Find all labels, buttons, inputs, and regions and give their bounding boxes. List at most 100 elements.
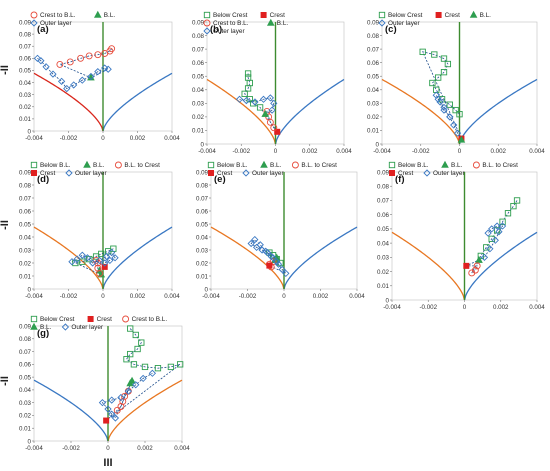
panel-label: (g) bbox=[37, 328, 49, 339]
legend-marker bbox=[30, 322, 38, 330]
legend-marker bbox=[87, 316, 94, 322]
panel-5: 0 0.01 0.02 0.03 0.04 0.05 0.06 0.07 0.08 0.09 -0.… bbox=[196, 160, 365, 300]
legend-label: Crest bbox=[97, 316, 112, 323]
legend-label: B.L. bbox=[277, 20, 289, 27]
y-tick-label: 0.01 bbox=[367, 128, 380, 135]
left-boundary-curve bbox=[391, 231, 466, 301]
panel-label: (a) bbox=[37, 24, 49, 35]
legend-label: B.L. to Crest bbox=[482, 162, 518, 169]
legend-marker bbox=[30, 19, 38, 27]
data-point bbox=[246, 79, 253, 87]
legend-label: Crest to B.L. bbox=[213, 20, 249, 27]
data-point bbox=[244, 85, 252, 92]
data-point bbox=[269, 254, 277, 262]
data-point bbox=[102, 252, 111, 261]
y-tick-label: 0.06 bbox=[196, 208, 209, 215]
legend-item: Outer layer bbox=[242, 169, 284, 177]
y-tick-label: 0.07 bbox=[192, 46, 205, 53]
y-tick-label: 0 bbox=[28, 128, 32, 135]
legend-marker bbox=[208, 170, 214, 176]
legend-item: Outer layer bbox=[203, 27, 245, 35]
data-point bbox=[262, 247, 270, 255]
y-tick-label: 0.08 bbox=[19, 336, 32, 343]
legend-marker bbox=[203, 19, 211, 27]
data-point bbox=[450, 121, 458, 129]
legend-label: Below Crest bbox=[40, 316, 75, 323]
legend-item: Below B.L. bbox=[207, 161, 248, 169]
data-point bbox=[49, 70, 57, 78]
y-tick-label: 0.05 bbox=[196, 221, 209, 228]
trajectory-line bbox=[466, 200, 518, 274]
data-point bbox=[111, 414, 120, 422]
data-point bbox=[488, 235, 495, 242]
data-point bbox=[258, 246, 266, 254]
data-point bbox=[77, 54, 85, 62]
legend-item: Crest bbox=[87, 316, 112, 323]
data-point bbox=[504, 210, 512, 217]
x-tick-label: 0.004 bbox=[164, 293, 180, 300]
y-tick-label: 0.09 bbox=[367, 19, 380, 26]
x-tick-label: -0.004 bbox=[25, 445, 43, 452]
legend-label: Crest to B.L. bbox=[132, 316, 168, 323]
legend-item: Outer layer bbox=[30, 19, 72, 27]
y-tick-label: 0.06 bbox=[19, 208, 32, 215]
data-point bbox=[261, 109, 270, 117]
figure-ylabel-top: -II bbox=[0, 65, 11, 75]
x-tick-label: 0.004 bbox=[349, 293, 365, 300]
x-tick-label: -0.002 bbox=[60, 293, 78, 300]
y-tick-label: 0.03 bbox=[19, 92, 32, 99]
legend-item: Crest to B.L. bbox=[122, 315, 168, 323]
y-tick-label: 0.05 bbox=[19, 221, 32, 228]
data-point bbox=[446, 113, 454, 121]
y-tick-label: 0.01 bbox=[377, 283, 390, 290]
y-tick-label: 0.07 bbox=[196, 195, 209, 202]
data-point bbox=[107, 248, 116, 257]
figure-xlabel: III bbox=[103, 457, 112, 469]
trajectory-line bbox=[421, 51, 462, 142]
y-tick-label: 0.06 bbox=[367, 60, 380, 67]
y-tick-label: 0.06 bbox=[377, 212, 390, 219]
y-tick-label: 0.05 bbox=[367, 74, 380, 81]
right-boundary-curve bbox=[283, 226, 358, 290]
y-tick-label: 0.06 bbox=[192, 60, 205, 67]
figure-ylabel-bottom: -II bbox=[0, 376, 11, 386]
legend-marker bbox=[122, 315, 130, 323]
data-point bbox=[101, 64, 109, 72]
right-boundary-curve bbox=[107, 379, 183, 442]
y-tick-label: 0.08 bbox=[377, 184, 390, 191]
panel-6: 0 0.01 0.02 0.03 0.04 0.05 0.06 0.07 0.08 0.09 -0.… bbox=[377, 160, 545, 311]
y-tick-label: 0.05 bbox=[19, 374, 32, 381]
right-boundary-curve bbox=[463, 231, 538, 301]
data-point bbox=[251, 98, 259, 106]
data-point bbox=[127, 350, 134, 358]
right-boundary-curve bbox=[102, 72, 173, 132]
y-tick-label: 0.08 bbox=[196, 182, 209, 189]
data-point bbox=[444, 60, 452, 68]
x-tick-label: 0.002 bbox=[137, 445, 153, 452]
x-tick-label: 0.002 bbox=[302, 148, 318, 155]
data-point bbox=[127, 325, 134, 332]
legend-marker bbox=[61, 323, 70, 331]
y-tick-label: 0.01 bbox=[19, 273, 32, 280]
data-point bbox=[436, 98, 444, 106]
data-point bbox=[510, 202, 517, 210]
legend-label: Crest to B.L. bbox=[40, 12, 76, 19]
y-tick-label: 0.06 bbox=[19, 56, 32, 63]
data-point bbox=[130, 361, 138, 368]
legend-marker bbox=[389, 170, 395, 176]
legend-label: Crest bbox=[398, 170, 413, 177]
y-tick-label: 0.03 bbox=[196, 247, 209, 254]
data-point bbox=[138, 339, 145, 346]
data-point bbox=[274, 260, 283, 268]
y-tick-label: 0.03 bbox=[19, 247, 32, 254]
data-point bbox=[457, 135, 466, 143]
data-point bbox=[117, 393, 125, 402]
data-point bbox=[33, 54, 42, 62]
data-point bbox=[495, 228, 503, 236]
y-tick-label: 0.02 bbox=[19, 260, 32, 267]
right-boundary-curve bbox=[102, 226, 173, 290]
y-tick-label: 0.07 bbox=[19, 44, 32, 51]
x-tick-label: -0.002 bbox=[232, 148, 250, 155]
y-tick-label: 0.08 bbox=[192, 33, 205, 40]
data-point bbox=[453, 129, 462, 137]
